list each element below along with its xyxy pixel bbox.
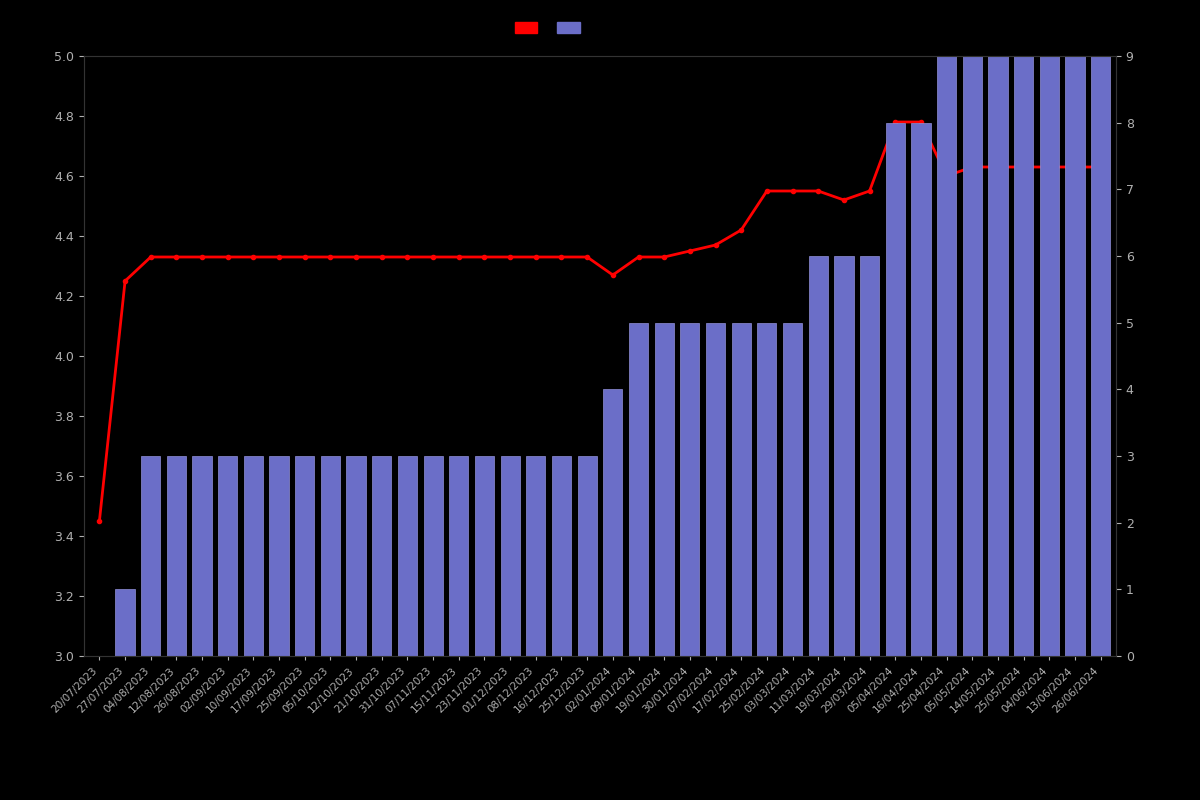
Bar	[732, 322, 751, 656]
Bar	[424, 456, 443, 656]
Bar	[962, 56, 982, 656]
Bar	[809, 256, 828, 656]
Bar	[500, 456, 520, 656]
Bar	[937, 56, 956, 656]
Bar	[680, 322, 700, 656]
Bar	[629, 322, 648, 656]
Bar	[167, 456, 186, 656]
Bar	[757, 322, 776, 656]
Bar	[295, 456, 314, 656]
Bar	[654, 322, 674, 656]
Bar	[218, 456, 238, 656]
Bar	[475, 456, 494, 656]
Bar	[834, 256, 853, 656]
Bar	[244, 456, 263, 656]
Bar	[449, 456, 468, 656]
Bar	[1014, 56, 1033, 656]
Bar	[115, 590, 134, 656]
Bar	[270, 456, 289, 656]
Bar	[1039, 56, 1058, 656]
Bar	[142, 456, 161, 656]
Bar	[320, 456, 340, 656]
Bar	[860, 256, 880, 656]
Bar	[911, 122, 930, 656]
Bar	[526, 456, 546, 656]
Bar	[782, 322, 802, 656]
Bar	[577, 456, 596, 656]
Bar	[192, 456, 211, 656]
Bar	[398, 456, 418, 656]
Bar	[1066, 56, 1085, 656]
Bar	[886, 122, 905, 656]
Bar	[706, 322, 725, 656]
Bar	[552, 456, 571, 656]
Bar	[372, 456, 391, 656]
Bar	[989, 56, 1008, 656]
Bar	[604, 390, 623, 656]
Bar	[347, 456, 366, 656]
Legend: , : ,	[511, 18, 593, 38]
Bar	[1091, 56, 1110, 656]
